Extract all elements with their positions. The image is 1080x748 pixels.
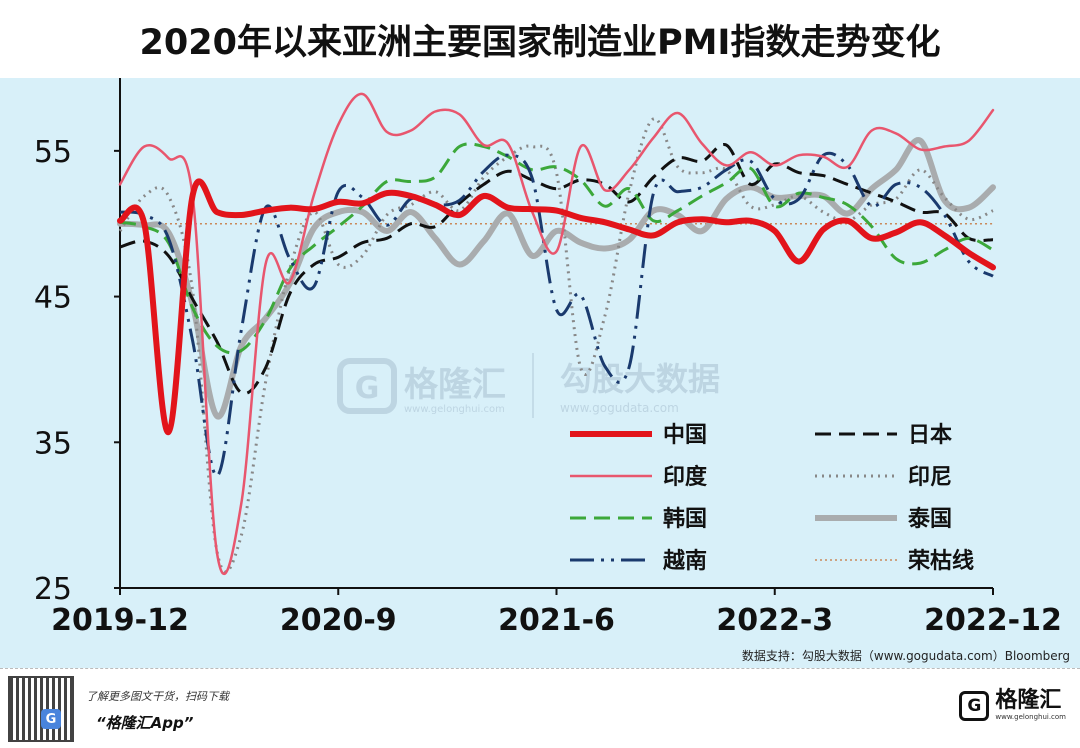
watermark-right-cn: 勾股大数据 bbox=[560, 360, 720, 398]
x-tick-label: 2022-12 bbox=[924, 603, 1062, 638]
footer-promo-text: 了解更多图文干货，扫码下载 bbox=[86, 690, 229, 703]
y-tick-label: 25 bbox=[34, 572, 72, 607]
footer-logo[interactable]: G 格隆汇 www.gelonghui.com bbox=[959, 690, 1066, 721]
x-tick-label: 2020-9 bbox=[280, 603, 397, 638]
watermark-right-url: www.gogudata.com bbox=[560, 401, 679, 415]
legend-label: 日本 bbox=[908, 423, 952, 448]
series-line-印度 bbox=[118, 92, 995, 576]
source-note: 数据支持：勾股大数据（www.gogudata.com）Bloomberg bbox=[741, 649, 1070, 663]
series-line-韩国 bbox=[119, 142, 994, 355]
watermark-left-cn: 格隆汇 bbox=[404, 365, 506, 405]
footer: G 了解更多图文干货，扫码下载 “格隆汇App” G 格隆汇 www.gelon… bbox=[0, 668, 1080, 748]
series-line-越南 bbox=[119, 151, 994, 478]
legend-label: 印尼 bbox=[908, 465, 952, 490]
logo-icon: G bbox=[959, 690, 990, 721]
x-tick-label: 2022-3 bbox=[716, 603, 833, 638]
legend-label: 荣枯线 bbox=[907, 548, 974, 574]
series-line-中国 bbox=[117, 178, 996, 436]
page-title: 2020年以来亚洲主要国家制造业PMI指数走势变化 bbox=[139, 22, 941, 63]
qr-code[interactable]: G bbox=[8, 676, 74, 742]
legend-label: 中国 bbox=[663, 423, 707, 448]
legend-label: 越南 bbox=[662, 549, 707, 574]
series-line-日本 bbox=[119, 143, 994, 396]
legend-label: 印度 bbox=[663, 464, 708, 490]
legend-label: 泰国 bbox=[907, 507, 952, 532]
legend-label: 韩国 bbox=[663, 506, 707, 532]
footer-app-name: “格隆汇App” bbox=[96, 714, 194, 732]
watermark-left-url: www.gelonghui.com bbox=[404, 404, 505, 415]
chart-area: G 格隆汇 www.gelonghui.com 勾股大数据 www.goguda… bbox=[0, 78, 1080, 668]
series-layer bbox=[117, 92, 996, 576]
series-line-印尼 bbox=[118, 117, 994, 574]
footer-divider bbox=[0, 668, 1080, 669]
y-tick-label: 55 bbox=[34, 135, 72, 170]
footer-logo-url: www.gelonghui.com bbox=[995, 713, 1066, 721]
qr-center-logo: G bbox=[41, 709, 61, 729]
x-tick-label: 2021-6 bbox=[498, 603, 615, 638]
x-tick-label: 2019-12 bbox=[51, 603, 189, 638]
footer-logo-cn: 格隆汇 bbox=[995, 688, 1062, 713]
pmi-line-chart: G 格隆汇 www.gelonghui.com 勾股大数据 www.goguda… bbox=[34, 78, 1062, 638]
watermark-logo-mark bbox=[337, 358, 397, 414]
series-line-泰国 bbox=[117, 137, 996, 420]
watermark: G 格隆汇 www.gelonghui.com 勾股大数据 www.goguda… bbox=[337, 353, 720, 418]
y-tick-label: 35 bbox=[34, 426, 72, 461]
y-tick-label: 45 bbox=[34, 281, 72, 316]
axes: 25 35 45 55 2019-12 2020-9 2021-6 2022-3 2022-12 bbox=[34, 78, 1062, 638]
watermark-logo-letter: G bbox=[355, 371, 380, 406]
